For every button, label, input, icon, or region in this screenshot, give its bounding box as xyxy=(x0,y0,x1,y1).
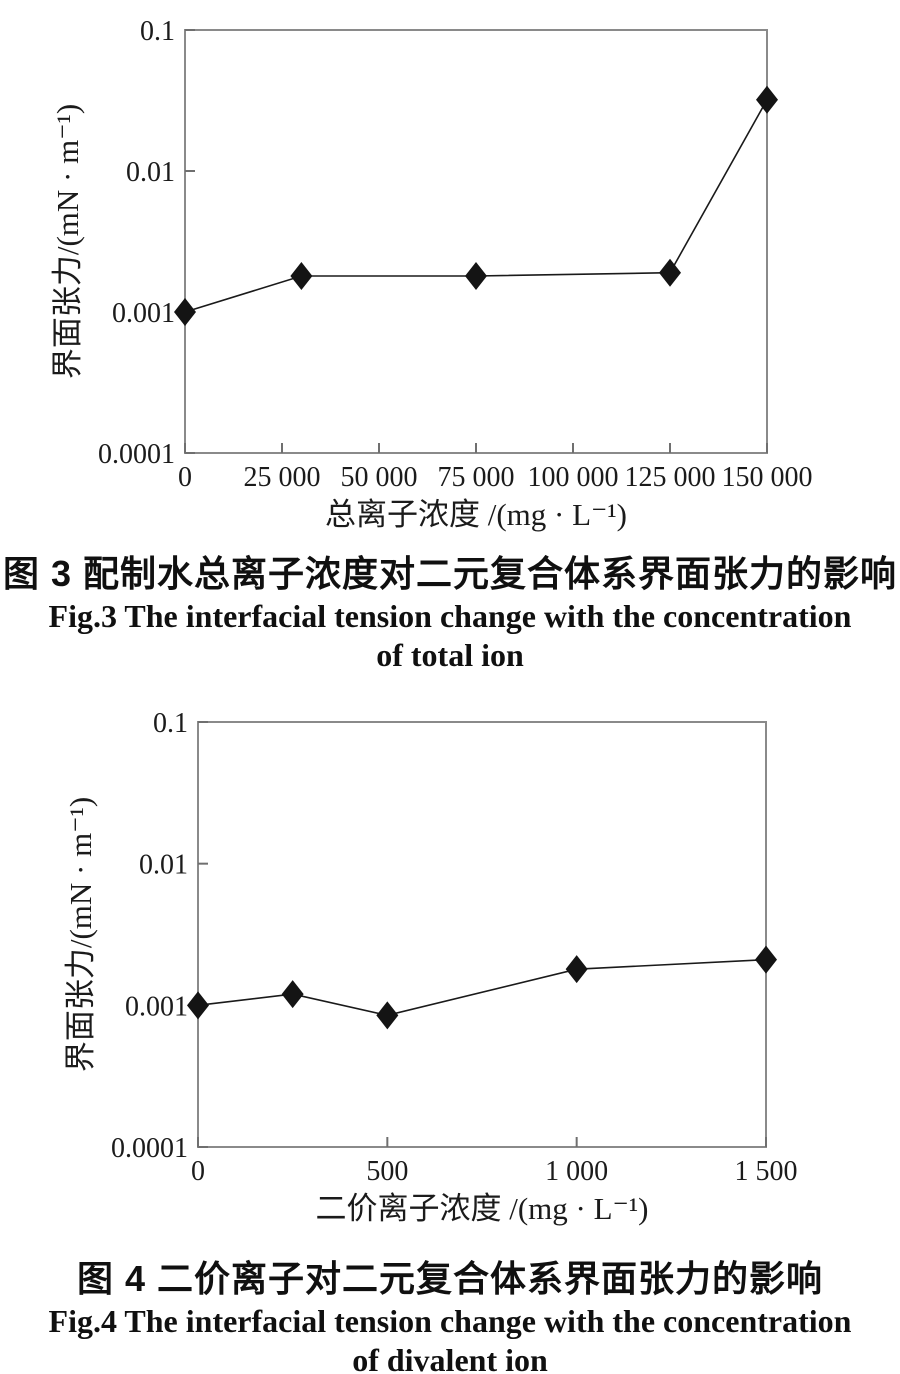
figure3-chart: 0 25 000 50 000 75 000 100 000 125 000 150 000… xyxy=(50,16,813,532)
x-tick-label: 1 000 xyxy=(545,1156,608,1187)
x-tick-label: 0 xyxy=(178,462,192,493)
figure4-caption-english-line1: Fig.4 The interfacial tension change wit… xyxy=(48,1303,852,1339)
y-tick-label: 0.01 xyxy=(126,157,175,188)
x-tick-label: 75 000 xyxy=(438,462,515,493)
figure4-caption: 图 4 二价离子对二元复合体系界面张力的影响 Fig.4 The interfa… xyxy=(0,1256,900,1374)
x-tick-label: 50 000 xyxy=(341,462,418,493)
data-point-diamond xyxy=(281,980,304,1009)
data-point-diamond xyxy=(755,945,777,974)
data-point-diamond xyxy=(465,262,487,291)
x-tick-label: 500 xyxy=(366,1156,408,1187)
y-tick-label: 0.01 xyxy=(139,850,188,881)
figure4-chart: 0 500 1 000 1 500 0.1 0.01 0.001 0.0001 二价离子浓度 /… xyxy=(63,708,798,1226)
x-tick-label: 0 xyxy=(191,1156,205,1187)
x-tick-label: 100 000 xyxy=(528,462,619,493)
y-tick-label: 0.001 xyxy=(125,991,188,1022)
data-point-diamond xyxy=(756,85,778,114)
x-tick-label: 125 000 xyxy=(625,462,716,493)
data-point-diamond xyxy=(290,262,313,291)
figure3-caption-english-line1: Fig.3 The interfacial tension change wit… xyxy=(48,598,852,634)
x-axis-title: 二价离子浓度 /(mg · L⁻¹) xyxy=(315,1191,648,1226)
y-tick-label: 0.001 xyxy=(112,298,175,329)
y-tick-label: 0.1 xyxy=(153,708,188,739)
data-point-diamond xyxy=(174,298,196,326)
figure3-caption-english-line2: of total ion xyxy=(376,637,524,673)
y-tick-label: 0.0001 xyxy=(98,439,175,470)
data-point-diamond xyxy=(659,258,681,287)
data-point-diamond xyxy=(376,1001,399,1030)
x-tick-label: 150 000 xyxy=(722,462,813,493)
x-tick-label: 25 000 xyxy=(244,462,321,493)
figure4-caption-english-line2: of divalent ion xyxy=(352,1342,548,1374)
y-tick-label: 0.0001 xyxy=(111,1133,188,1164)
y-axis-title: 界面张力/(mN · m⁻¹) xyxy=(50,104,85,379)
data-point-diamond xyxy=(187,991,209,1020)
figure3-caption-chinese: 图 3 配制水总离子浓度对二元复合体系界面张力的影响 xyxy=(2,553,898,594)
figure4-caption-chinese: 图 4 二价离子对二元复合体系界面张力的影响 xyxy=(76,1258,824,1299)
x-axis-title: 总离子浓度 /(mg · L⁻¹) xyxy=(325,497,627,532)
figure3-caption: 图 3 配制水总离子浓度对二元复合体系界面张力的影响 Fig.3 The int… xyxy=(0,551,900,675)
x-tick-label: 1 500 xyxy=(735,1156,798,1187)
data-point-diamond xyxy=(565,955,588,984)
y-axis-title: 界面张力/(mN · m⁻¹) xyxy=(63,797,98,1072)
y-tick-label: 0.1 xyxy=(140,16,175,47)
